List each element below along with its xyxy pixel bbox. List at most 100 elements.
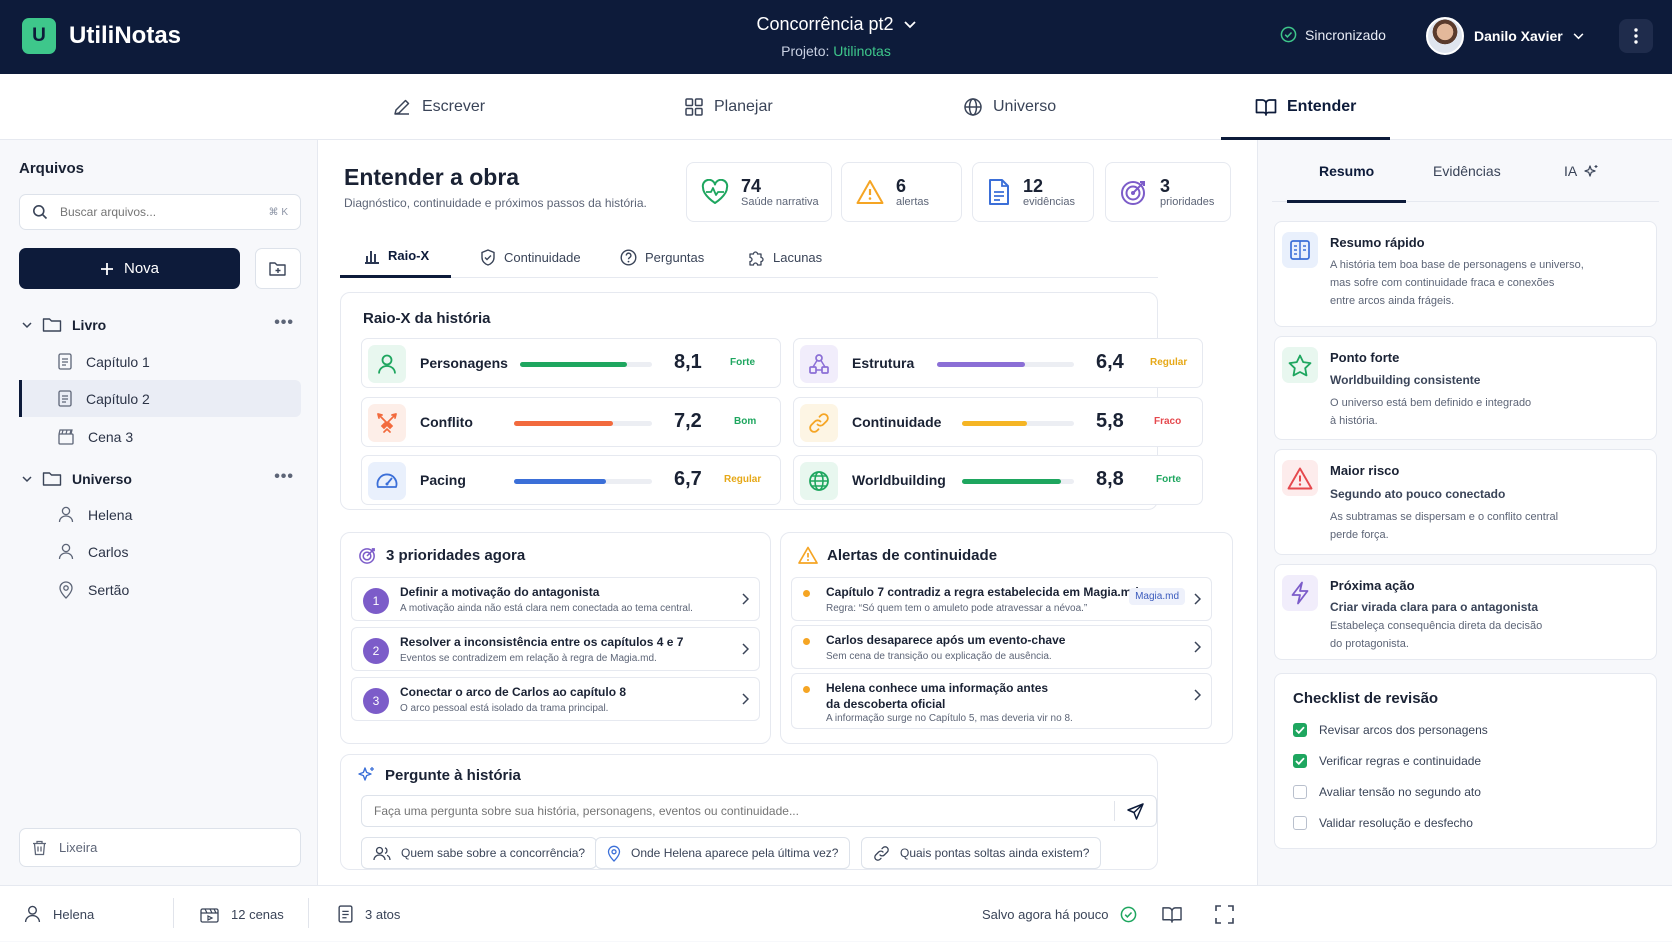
tab-resumo[interactable]: Resumo xyxy=(1286,140,1407,203)
trash-button[interactable]: Lixeira xyxy=(19,828,301,867)
file-item-sertao[interactable]: Sertão xyxy=(19,571,301,608)
tab-continuidade[interactable]: Continuidade xyxy=(480,236,581,278)
tab-planejar[interactable]: Planejar xyxy=(684,74,773,140)
tab-escrever[interactable]: Escrever xyxy=(392,74,485,140)
metric-estrutura[interactable]: Estrutura 6,4 Regular xyxy=(793,338,1203,388)
more-options-button[interactable] xyxy=(1619,19,1653,53)
ask-input-wrapper[interactable] xyxy=(361,795,1157,827)
card-resumo-rapido[interactable]: Resumo rápido A história tem boa base de… xyxy=(1274,221,1657,327)
chevron-right-icon[interactable] xyxy=(742,593,749,605)
fullscreen-button[interactable] xyxy=(1215,886,1234,942)
metric-conflito[interactable]: Conflito 7,2 Bom xyxy=(361,397,781,447)
metric-worldbuilding[interactable]: Worldbuilding 8,8 Forte xyxy=(793,455,1203,505)
user-name[interactable]: Danilo Xavier xyxy=(1474,28,1563,44)
file-item-capitulo-1[interactable]: Capítulo 1 xyxy=(19,343,301,380)
card-ponto-forte[interactable]: Ponto forte Worldbuilding consistente O … xyxy=(1274,336,1657,440)
suggestion-chip[interactable]: Quais pontas soltas ainda existem? xyxy=(861,837,1102,869)
stat-card-saude[interactable]: 74 Saúde narrativa xyxy=(686,162,832,222)
card-proxima-acao[interactable]: Próxima ação Criar virada clara para o a… xyxy=(1274,564,1657,660)
chevron-right-icon[interactable] xyxy=(1194,689,1201,701)
checklist-item[interactable]: Avaliar tensão no segundo ato xyxy=(1293,785,1481,799)
priority-item[interactable]: 2 Resolver a inconsistência entre os cap… xyxy=(351,627,760,671)
folder-options-icon[interactable]: ••• xyxy=(274,314,294,331)
priority-item[interactable]: 1 Definir a motivação do antagonista A m… xyxy=(351,577,760,621)
alert-item[interactable]: Helena conhece uma informação antes da de… xyxy=(791,673,1212,729)
kebab-icon xyxy=(1634,28,1638,44)
stat-card-prioridades[interactable]: 3 prioridades xyxy=(1105,162,1231,222)
search-input[interactable] xyxy=(60,205,257,219)
tab-entender[interactable]: Entender xyxy=(1220,74,1391,140)
new-folder-button[interactable] xyxy=(255,248,301,289)
document-title[interactable]: Concorrência pt2 xyxy=(756,14,894,34)
checkbox[interactable] xyxy=(1293,785,1307,799)
metric-pacing[interactable]: Pacing 6,7 Regular xyxy=(361,455,781,505)
status-acts[interactable]: 3 atos xyxy=(338,886,400,942)
project-line: Projeto: Utilinotas xyxy=(0,43,1672,59)
link-icon xyxy=(873,845,890,862)
chevron-down-icon[interactable] xyxy=(903,21,916,29)
file-item-carlos[interactable]: Carlos xyxy=(19,533,301,570)
card-maior-risco[interactable]: Maior risco Segundo ato pouco conectado … xyxy=(1274,449,1657,555)
send-icon[interactable] xyxy=(1127,802,1144,820)
checkbox[interactable] xyxy=(1293,723,1307,737)
user-menu[interactable]: Danilo Xavier xyxy=(1426,17,1584,55)
tab-universo[interactable]: Universo xyxy=(963,74,1056,140)
suggestion-chip[interactable]: Onde Helena aparece pela última vez? xyxy=(595,837,851,869)
revision-checklist: Checklist de revisão Revisar arcos dos p… xyxy=(1274,673,1657,849)
metric-score: 6,7 xyxy=(674,468,702,490)
checklist-item[interactable]: Revisar arcos dos personagens xyxy=(1293,723,1488,737)
checklist-label: Revisar arcos dos personagens xyxy=(1319,723,1488,737)
puzzle-icon xyxy=(748,249,765,266)
metric-personagens[interactable]: Personagens 8,1 Forte xyxy=(361,338,781,388)
stat-card-evidencias[interactable]: 12 evidências xyxy=(972,162,1094,222)
tab-evidencias[interactable]: Evidências xyxy=(1433,140,1501,202)
chevron-right-icon[interactable] xyxy=(742,693,749,705)
card-text: As subtramas se dispersam e o conflito c… xyxy=(1330,508,1630,544)
tab-lacunas[interactable]: Lacunas xyxy=(748,236,822,278)
target-icon xyxy=(1120,178,1148,206)
project-name[interactable]: Utilinotas xyxy=(833,43,891,59)
folder-livro[interactable]: Livro ••• xyxy=(22,310,302,340)
tab-label: IA xyxy=(1564,163,1578,179)
chevron-right-icon[interactable] xyxy=(742,643,749,655)
chevron-down-icon[interactable] xyxy=(22,321,32,329)
reading-mode-button[interactable] xyxy=(1161,886,1183,942)
metric-continuidade[interactable]: Continuidade 5,8 Fraco xyxy=(793,397,1203,447)
file-item-capitulo-2[interactable]: Capítulo 2 xyxy=(19,380,301,417)
alert-title-line: da descoberta oficial xyxy=(826,697,946,711)
new-file-button[interactable]: Nova xyxy=(19,248,240,289)
file-item-helena[interactable]: Helena xyxy=(19,496,301,533)
file-badge[interactable]: Magia.md xyxy=(1129,588,1185,605)
file-search[interactable]: ⌘ K xyxy=(19,194,301,230)
checkbox[interactable] xyxy=(1293,754,1307,768)
document-title-switcher[interactable]: Concorrência pt2 xyxy=(0,14,1672,35)
chevron-right-icon[interactable] xyxy=(1194,641,1201,653)
suggestion-chip[interactable]: Quem sabe sobre a concorrência? xyxy=(361,837,598,869)
ask-input[interactable] xyxy=(374,804,1114,818)
tab-perguntas[interactable]: Perguntas xyxy=(620,236,704,278)
chevron-down-icon[interactable] xyxy=(22,475,32,483)
avatar[interactable] xyxy=(1426,17,1464,55)
app-name: UtiliNotas xyxy=(69,22,182,49)
book-icon xyxy=(1255,97,1277,117)
status-character[interactable]: Helena xyxy=(24,886,94,942)
priority-item[interactable]: 3 Conectar o arco de Carlos ao capítulo … xyxy=(351,677,760,721)
stat-card-alertas[interactable]: 6 alertas xyxy=(841,162,962,222)
status-scenes[interactable]: 12 cenas xyxy=(200,886,284,942)
alert-item[interactable]: Capítulo 7 contradiz a regra estabelecid… xyxy=(791,577,1212,621)
chip-label: Onde Helena aparece pela última vez? xyxy=(631,846,839,860)
alert-item[interactable]: Carlos desaparece após um evento-chave S… xyxy=(791,625,1212,669)
chevron-down-icon[interactable] xyxy=(1573,32,1584,40)
file-item-cena-3[interactable]: Cena 3 xyxy=(19,418,301,455)
tab-raio-x[interactable]: Raio-X xyxy=(340,236,452,278)
card-highlight: Worldbuilding consistente xyxy=(1330,373,1481,387)
app-logo[interactable]: U xyxy=(22,18,56,54)
checklist-item[interactable]: Verificar regras e continuidade xyxy=(1293,754,1481,768)
tab-ia[interactable]: IA xyxy=(1564,140,1599,202)
checklist-item[interactable]: Validar resolução e desfecho xyxy=(1293,816,1473,830)
checkbox[interactable] xyxy=(1293,816,1307,830)
tab-label: Continuidade xyxy=(504,249,581,265)
chevron-right-icon[interactable] xyxy=(1194,593,1201,605)
folder-universo[interactable]: Universo ••• xyxy=(22,464,302,494)
folder-options-icon[interactable]: ••• xyxy=(274,468,294,485)
